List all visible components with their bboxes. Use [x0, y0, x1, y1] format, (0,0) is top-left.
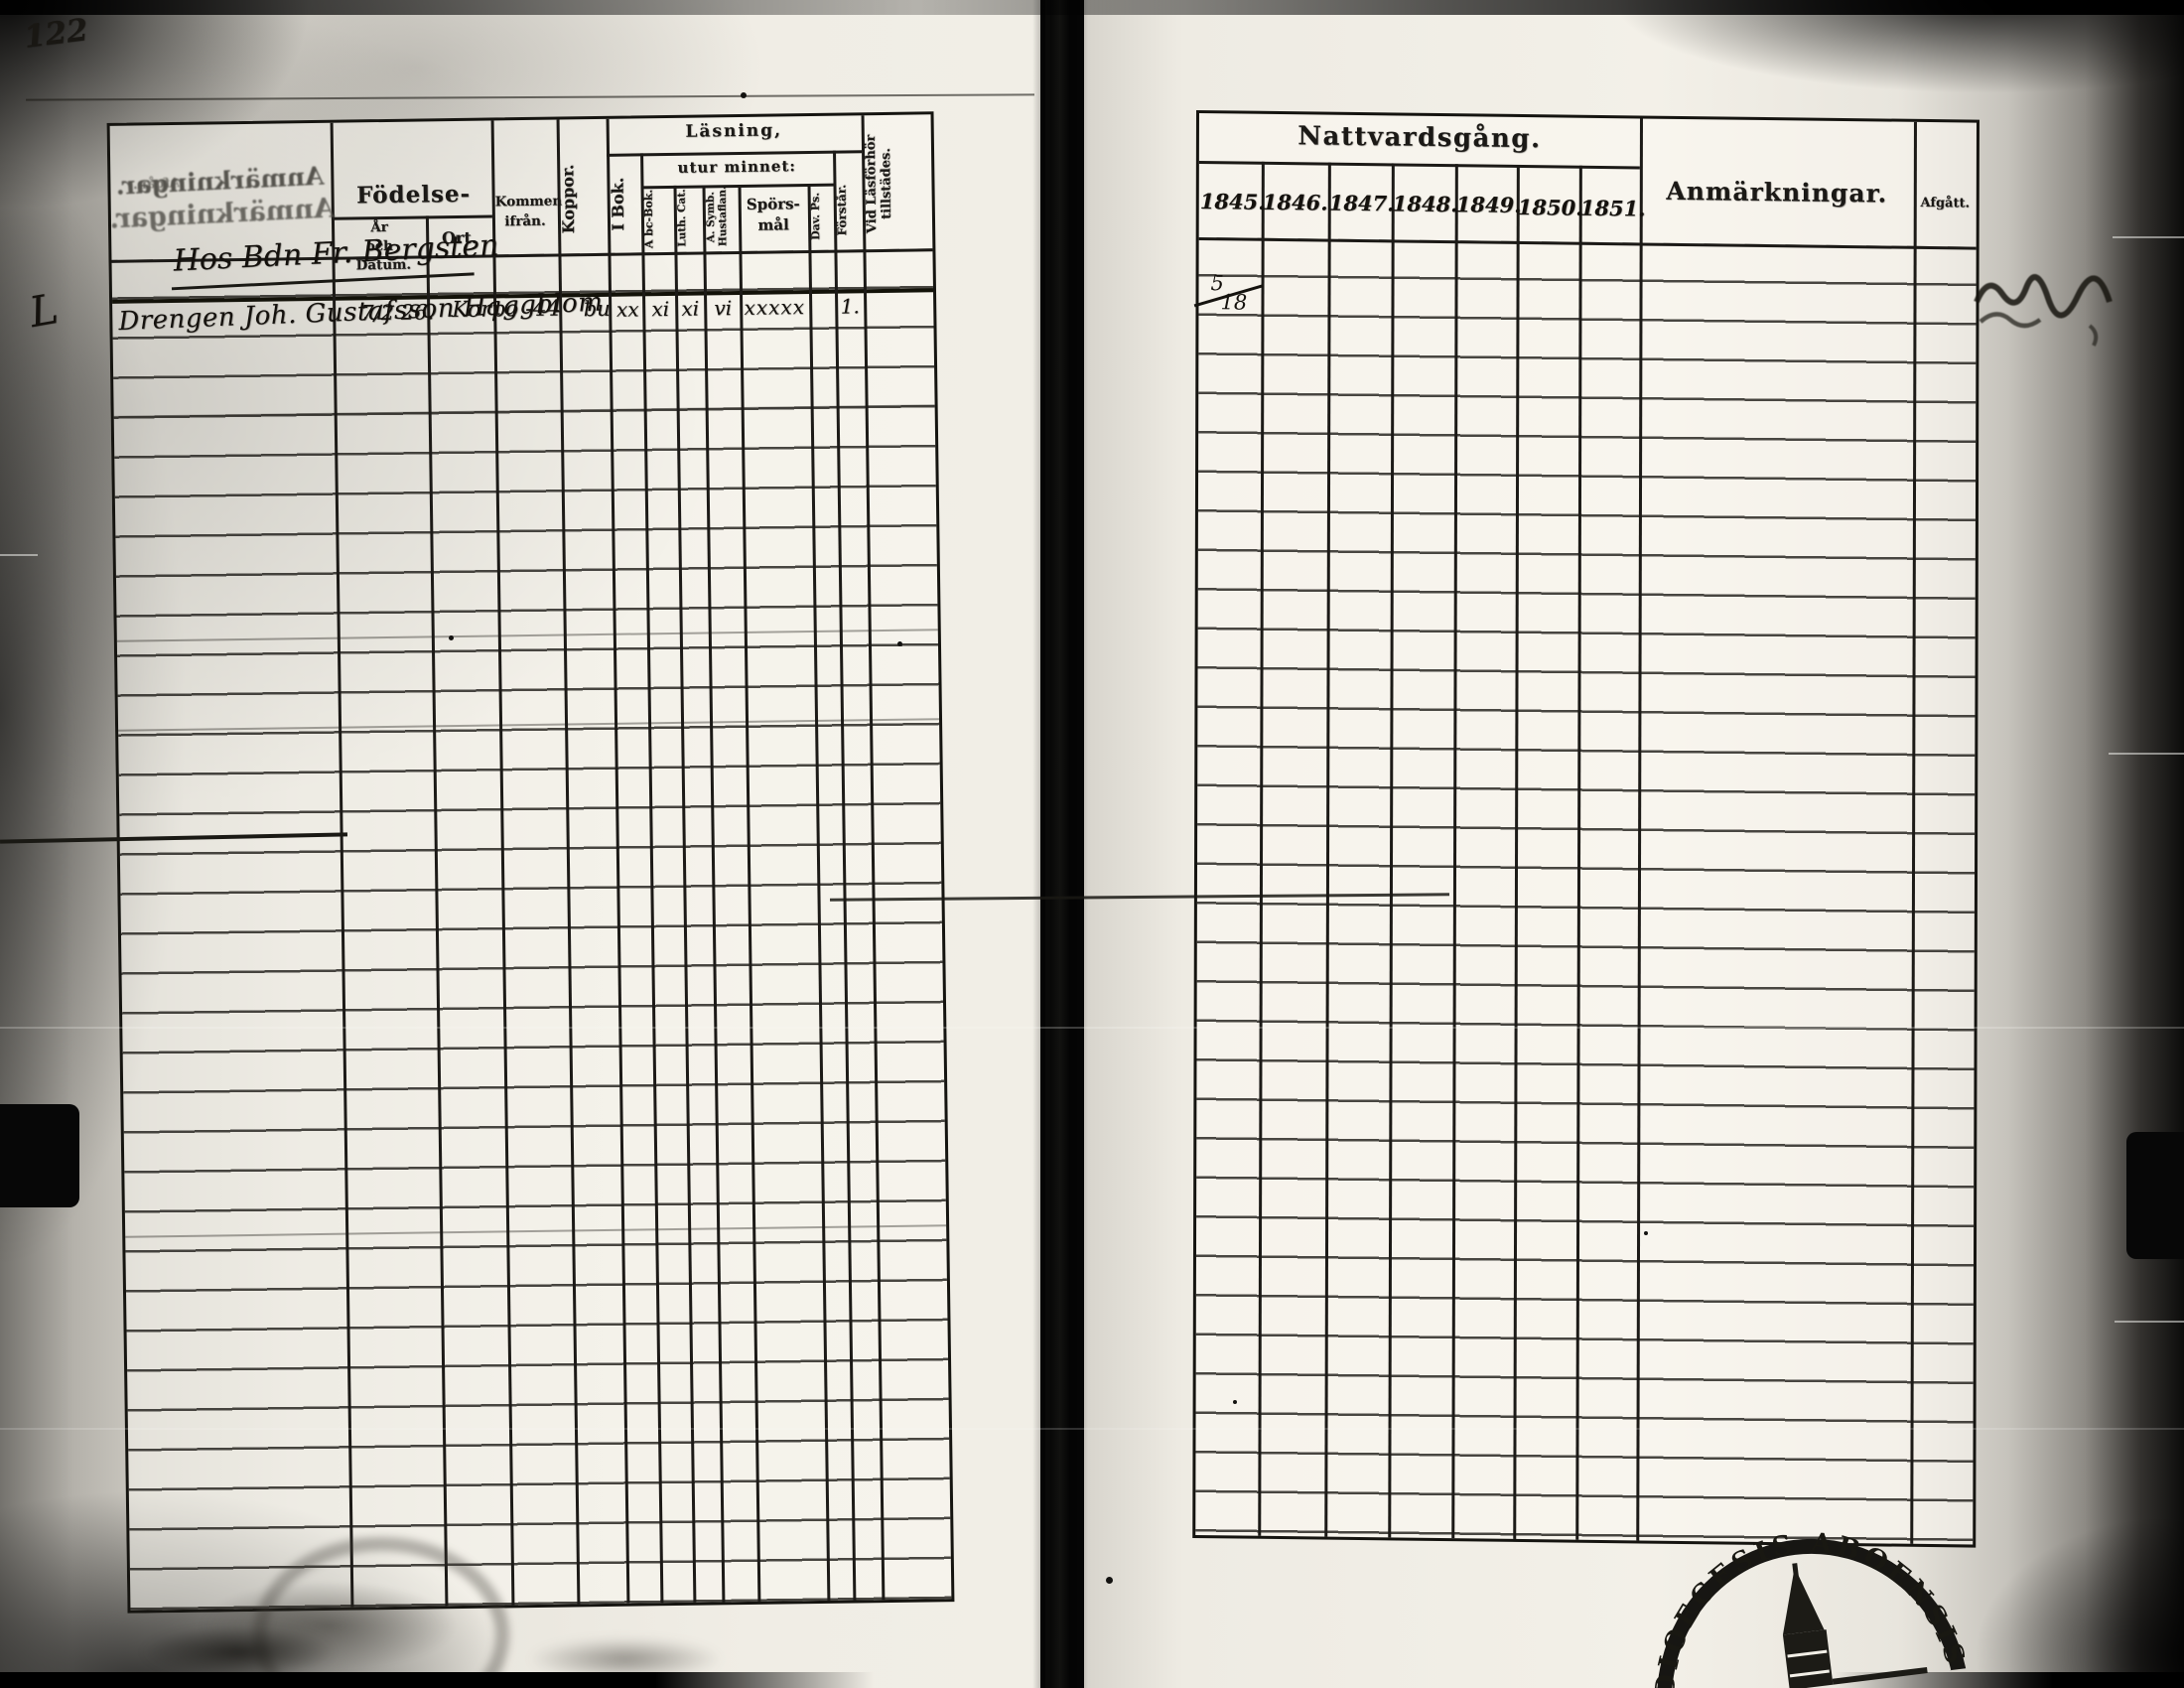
scratch-line [2109, 753, 2184, 755]
header-utur-minnet: utur minnet: [677, 157, 796, 177]
year-1848: 1848. [1392, 191, 1458, 217]
entry-birth-date: 7/2 26. [360, 300, 435, 326]
page-gutter [1032, 0, 1088, 1688]
header-anmarkningar: Anmärkningar. [1666, 176, 1888, 209]
ink-speck [449, 635, 454, 640]
left-register-table: Anmärkningar. Anmärkningar. Afgån. Födel… [106, 111, 955, 1614]
mark-abc-bok: xi [651, 296, 670, 322]
page-number: 122 [22, 12, 90, 56]
header-lasning: Läsning, [685, 120, 783, 142]
title-nattvardsgang: Nattvardsgång. [1297, 121, 1542, 155]
year-1851: 1851. [1579, 195, 1646, 221]
mark-i-bok: xx [615, 297, 639, 322]
mark-koppor: ƀu [583, 296, 611, 322]
communion-mark: 5 18 [1193, 271, 1264, 315]
right-communion-table: Nattvardsgång. 1845. 1846. 1847. 1848. 1… [1192, 110, 1979, 1548]
mark-forstar: 1. [840, 294, 860, 319]
header-afgatt: Afgått. [1920, 195, 1971, 211]
header-abc-bok: A bc-Bok. [641, 189, 656, 249]
ink-speck [1644, 1231, 1648, 1235]
year-1847: 1847. [1328, 190, 1395, 216]
header-luth-cat: Luth. Cat. [675, 189, 689, 248]
scratch-line [0, 554, 38, 556]
scratch-line [0, 1027, 2184, 1029]
header-dav-ps: Dav. Ps. [808, 192, 823, 240]
ink-scribble [1974, 274, 2113, 347]
bottom-edge-shadow [0, 1672, 2184, 1688]
title-underline [1198, 161, 1640, 169]
church-icon [1782, 1563, 1938, 1688]
entry-kommen-ifran: Korpo -44 [452, 296, 561, 324]
year-1850: 1850. [1517, 194, 1583, 220]
scratch-line [0, 1428, 2184, 1430]
header-vid-lasforhor: Vid Läsförhör tillstädes. [863, 134, 894, 233]
book-clasp-left [0, 1104, 79, 1207]
header-kommen-ifran: Kommen ifrån. [494, 193, 563, 230]
header-fodelse: Födelse- [355, 180, 472, 210]
header-forstar: Förstår. [834, 184, 850, 236]
margin-mark: L [25, 283, 62, 338]
spine-fold-line [1045, 0, 1050, 1688]
header-koppor: Koppor. [558, 164, 579, 234]
mark-sporsmal: xxxxx [744, 295, 806, 320]
header-i-bok: I Bok. [608, 177, 628, 231]
ink-speck [897, 641, 902, 646]
scratch-line [2113, 236, 2184, 238]
ink-speck [741, 92, 747, 98]
book-clasp-right [2126, 1132, 2184, 1259]
mark-symb: vi [714, 296, 733, 321]
header-sporsmal: Spörs-mål [746, 195, 800, 234]
top-edge-shadow [0, 0, 2184, 15]
bleedthrough-afgatt: Afgån. [132, 176, 181, 194]
bleedthrough-anmarkningar: Anmärkningar. [108, 193, 336, 235]
ink-speck [1106, 1577, 1113, 1584]
mark-luth-cat: xi [681, 296, 700, 321]
scratch-line [2115, 1321, 2184, 1323]
ink-speck [1233, 1400, 1237, 1404]
year-1846: 1846. [1262, 189, 1328, 215]
header-symb-hustaflan: A. Symb. Hustaflan. [704, 186, 730, 247]
lasning-underline [607, 150, 863, 157]
year-1845: 1845. [1199, 189, 1266, 214]
year-1849: 1849. [1455, 192, 1522, 218]
right-table-rows [1195, 237, 1977, 1542]
